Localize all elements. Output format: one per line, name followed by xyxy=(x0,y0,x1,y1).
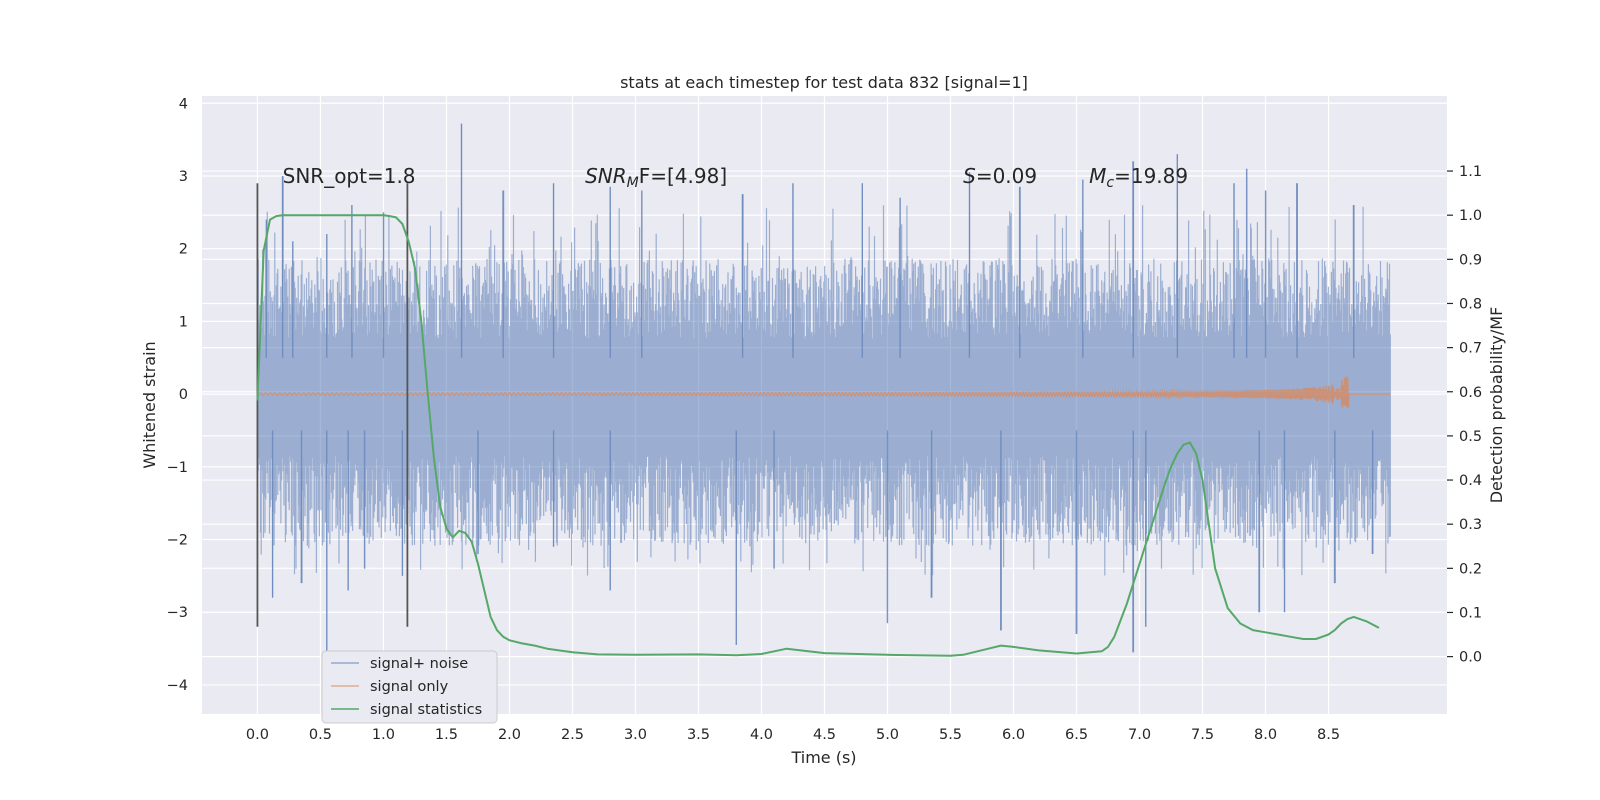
y-tick-label-6: −2 xyxy=(167,533,188,549)
y-right-tick-label-10: 0.1 xyxy=(1459,605,1482,621)
y-axis-label: Whitened strain xyxy=(140,341,159,468)
y-right-tick-label-6: 0.5 xyxy=(1459,429,1482,445)
x-tick-label-14: 7.0 xyxy=(1128,727,1151,743)
y-tick-label-1: 3 xyxy=(179,169,188,185)
y-axis-right-label: Detection probability/MF xyxy=(1487,307,1506,504)
x-tick-label-10: 5.0 xyxy=(876,727,899,743)
y-tick-label-0: 4 xyxy=(179,96,188,112)
legend-box xyxy=(321,650,498,724)
annotation-0: SNR_opt=1.8 xyxy=(283,164,416,188)
x-tick-label-4: 2.0 xyxy=(498,727,521,743)
y-right-tick-label-4: 0.7 xyxy=(1459,341,1482,357)
x-tick-label-17: 8.5 xyxy=(1317,727,1340,743)
annotations: SNR_opt=1.8 SNRMF=[4.98] S=0.09 Mc=19.89 xyxy=(283,164,1188,191)
signal-only-trace xyxy=(257,376,1391,409)
signal-only-series xyxy=(257,376,1391,409)
x-tick-label-5: 2.5 xyxy=(561,727,584,743)
legend-label-signal: signal only xyxy=(370,679,449,695)
y-right-tick-label-0: 1.1 xyxy=(1459,164,1482,180)
signal-statistics-series xyxy=(256,214,1380,657)
x-tick-label-8: 4.0 xyxy=(750,727,773,743)
legend-label-stats: signal statistics xyxy=(370,702,482,718)
x-tick-label-3: 1.5 xyxy=(435,727,458,743)
y-right-tick-label-9: 0.2 xyxy=(1459,561,1482,577)
y-tick-label-8: −4 xyxy=(167,678,188,694)
x-tick-label-6: 3.0 xyxy=(624,727,647,743)
x-tick-label-2: 1.0 xyxy=(372,727,395,743)
y-tick-label-3: 1 xyxy=(179,314,188,330)
y-tick-label-4: 0 xyxy=(179,387,188,403)
x-tick-label-1: 0.5 xyxy=(309,727,332,743)
y-right-tick-label-2: 0.9 xyxy=(1459,252,1482,268)
legend-label-noise: signal+ noise xyxy=(370,656,468,672)
y-right-tick-label-7: 0.4 xyxy=(1459,473,1482,489)
annotation-2: S=0.09 xyxy=(963,164,1037,188)
y-tick-label-5: −1 xyxy=(167,460,188,476)
annotation-1: SNRMF=[4.98] xyxy=(585,164,727,191)
annotation-3: Mc=19.89 xyxy=(1089,164,1188,191)
legend: signal+ noise signal only signal statist… xyxy=(321,650,498,724)
y-tick-label-7: −3 xyxy=(167,605,188,621)
y-right-tick-label-5: 0.6 xyxy=(1459,385,1482,401)
x-tick-label-12: 6.0 xyxy=(1002,727,1025,743)
x-tick-label-13: 6.5 xyxy=(1065,727,1088,743)
x-tick-label-7: 3.5 xyxy=(687,727,710,743)
x-tick-label-15: 7.5 xyxy=(1191,727,1214,743)
x-tick-label-9: 4.5 xyxy=(813,727,836,743)
window-markers xyxy=(256,183,409,627)
y-right-tick-label-8: 0.3 xyxy=(1459,517,1482,533)
chart-title: stats at each timestep for test data 832… xyxy=(620,73,1028,92)
x-axis-ticks: 0.0 0.5 1.0 1.5 2.0 2.5 3.0 3.5 4.0 4.5 5.0 5.5 6.0 6… xyxy=(246,727,1340,743)
x-tick-label-11: 5.5 xyxy=(939,727,962,743)
y-right-tick-label-11: 0.0 xyxy=(1459,650,1482,666)
x-axis-label: Time (s) xyxy=(790,748,856,767)
signal-statistics-line xyxy=(256,214,1380,657)
y-tick-label-2: 2 xyxy=(179,242,188,258)
x-tick-label-16: 8.0 xyxy=(1254,727,1277,743)
y-axis-ticks: 4 3 2 1 0 −1 −2 −3 −4 xyxy=(167,96,188,694)
y-axis-right-ticks: 1.1 1.0 0.9 0.8 0.7 0.6 0.5 0.4 0.3 0.2 0.1 0.0 xyxy=(1447,164,1482,666)
x-tick-label-0: 0.0 xyxy=(246,727,269,743)
y-right-tick-label-3: 0.8 xyxy=(1459,296,1482,312)
y-right-tick-label-1: 1.0 xyxy=(1459,208,1482,224)
